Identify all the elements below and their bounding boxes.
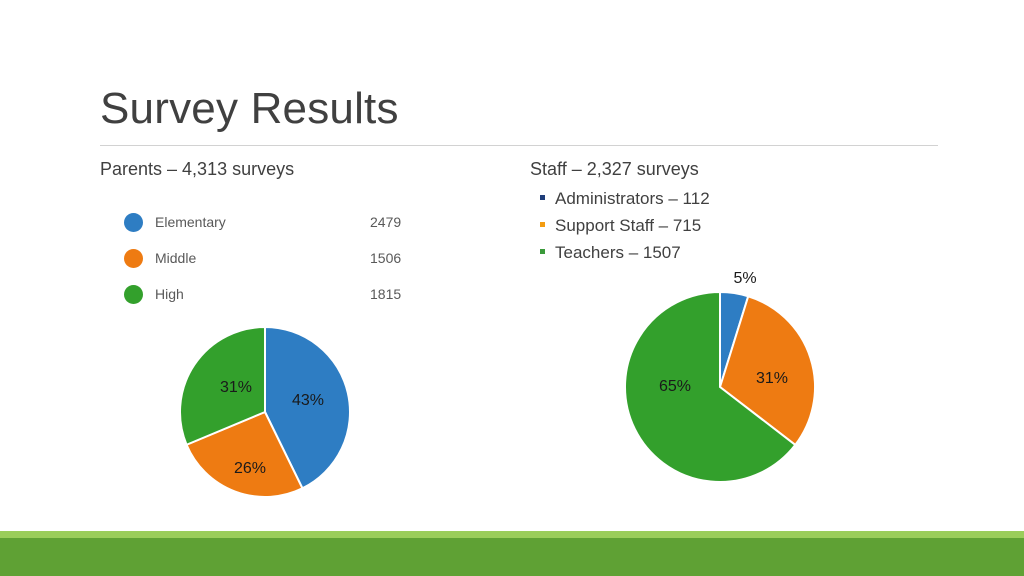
parents-heading: Parents – 4,313 surveys [100, 159, 295, 179]
legend-item-middle: Middle 1506 [124, 246, 414, 282]
bullet-text: Support Staff – 715 [555, 216, 702, 235]
bullet-text: Teachers – 1507 [555, 243, 681, 262]
staff-pie-chart: 5% 31% 65% [624, 270, 816, 483]
pie-slice-support-staff [718, 295, 816, 447]
parents-pie-chart: 43% 26% 31% [179, 325, 351, 498]
legend-value: 1506 [370, 250, 402, 266]
pie-slice-elementary [264, 325, 351, 490]
bullet-text: Administrators – 112 [555, 189, 710, 208]
slide-title: Survey Results [100, 84, 399, 133]
legend-swatch [124, 249, 143, 268]
title-divider [100, 145, 938, 146]
staff-bullet-teachers: Teachers – 1507 [540, 239, 710, 266]
legend-item-high: High 1815 [124, 282, 414, 318]
pie-slice-high [179, 325, 266, 447]
pie-data-label: 43% [292, 392, 324, 409]
legend-label: High [155, 286, 184, 302]
footer-band [0, 538, 1024, 576]
legend-value: 1815 [370, 286, 402, 302]
staff-bullet-support-staff: Support Staff – 715 [540, 212, 710, 239]
legend-label: Elementary [155, 214, 226, 230]
pie-data-label: 31% [220, 379, 252, 396]
bullet-square-icon [540, 249, 545, 254]
legend-label: Middle [155, 250, 197, 266]
pie-data-label: 31% [756, 370, 788, 387]
parents-chart-legend: Elementary 2479 Middle 1506 High 1815 [124, 210, 414, 318]
staff-bullet-administrators: Administrators – 112 [540, 185, 710, 212]
bullet-square-icon [540, 195, 545, 200]
pie-slice-teachers [624, 290, 797, 483]
legend-swatch [124, 285, 143, 304]
pie-data-label: 65% [659, 378, 691, 395]
pie-data-label: 5% [733, 270, 756, 287]
pie-data-label: 26% [234, 460, 266, 477]
legend-value: 2479 [370, 214, 402, 230]
legend-swatch [124, 213, 143, 232]
legend-item-elementary: Elementary 2479 [124, 210, 414, 246]
staff-breakdown-list: Administrators – 112 Support Staff – 715… [540, 185, 710, 266]
bullet-square-icon [540, 222, 545, 227]
staff-heading: Staff – 2,327 surveys [530, 159, 699, 179]
footer-accent-band [0, 531, 1024, 538]
